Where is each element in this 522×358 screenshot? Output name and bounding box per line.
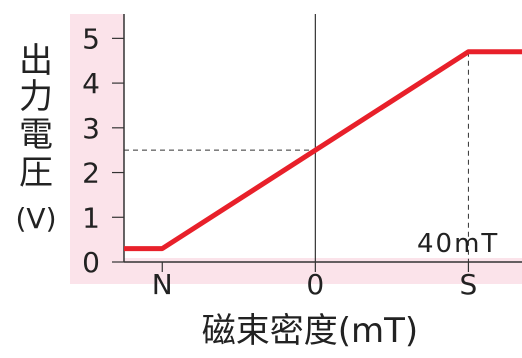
reference-lines: [124, 51, 469, 262]
series-layer: [124, 49, 522, 252]
plot-area: [124, 14, 522, 258]
y-axis-ticks: 0 1 2 3 4 5: [82, 22, 124, 279]
x-tick-label: 0: [306, 268, 324, 301]
y-axis-title-char: (V): [15, 202, 56, 235]
x-tick-label: S: [460, 268, 478, 301]
y-tick-label: 4: [82, 67, 100, 100]
y-tick-label: 3: [82, 112, 100, 145]
y-tick-label: 2: [82, 157, 100, 190]
y-tick-label: 1: [82, 201, 100, 234]
y-axis-title-char: 電: [19, 115, 53, 155]
y-axis-title-char: 圧: [19, 153, 53, 193]
y-axis-title-char: 力: [19, 77, 53, 117]
y-tick-label: 5: [82, 22, 100, 55]
annotation-40mt: 40mT: [417, 229, 499, 259]
axes: [123, 14, 522, 263]
y-axis-title-char: 出: [19, 41, 53, 81]
series-line: [124, 49, 522, 252]
x-axis-ticks: N 0 S: [152, 262, 478, 301]
x-axis-title: 磁束密度(mT): [202, 311, 418, 351]
y-tick-label: 0: [82, 246, 100, 279]
x-tick-label: N: [152, 268, 173, 301]
